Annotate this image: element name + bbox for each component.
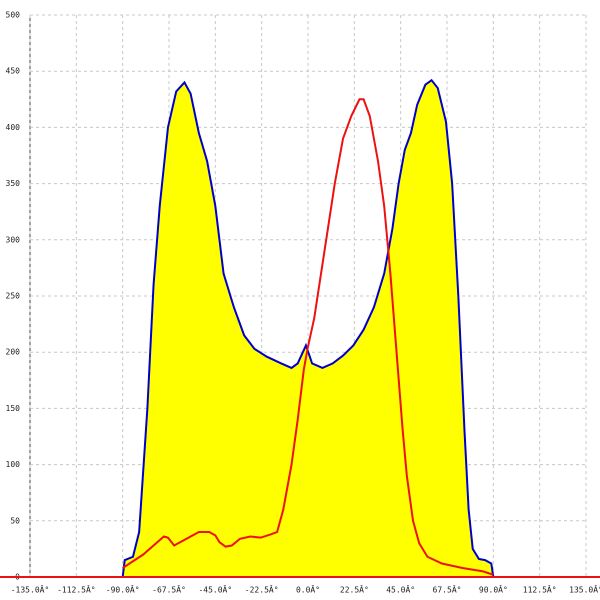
x-tick-label: 112.5Â° <box>523 584 557 595</box>
y-tick-label: 300 <box>6 235 21 244</box>
x-tick-label: 0.0Â° <box>296 584 320 595</box>
x-tick-label: 90.0Â° <box>479 584 508 595</box>
x-tick-label: -22.5Â° <box>245 584 279 595</box>
y-tick-label: 50 <box>10 516 20 525</box>
y-tick-label: 150 <box>6 404 21 413</box>
y-tick-label: 400 <box>6 123 21 132</box>
y-tick-label: 450 <box>6 67 21 76</box>
x-tick-label: -112.5Â° <box>57 584 96 595</box>
x-tick-label: 67.5Â° <box>433 584 462 595</box>
area-line <box>121 78 495 578</box>
x-tick-label: -135.0Â° <box>11 584 50 595</box>
x-tick-label: 22.5Â° <box>340 584 369 595</box>
plot-area: 050100150200250300350400450500-135.0Â°-1… <box>6 11 600 595</box>
x-tick-label: -67.5Â° <box>152 584 186 595</box>
x-tick-label: -45.0Â° <box>198 584 232 595</box>
area-fill <box>122 80 494 577</box>
y-tick-label: 250 <box>6 292 21 301</box>
y-tick-label: 100 <box>6 460 21 469</box>
x-tick-label: -90.0Â° <box>106 584 140 595</box>
y-tick-label: 500 <box>6 11 21 20</box>
x-tick-label: 135.0Â° <box>569 584 600 595</box>
line <box>122 98 494 576</box>
y-tick-label: 350 <box>6 179 21 188</box>
y-tick-label: 200 <box>6 348 21 357</box>
x-tick-label: 45.0Â° <box>386 584 415 595</box>
